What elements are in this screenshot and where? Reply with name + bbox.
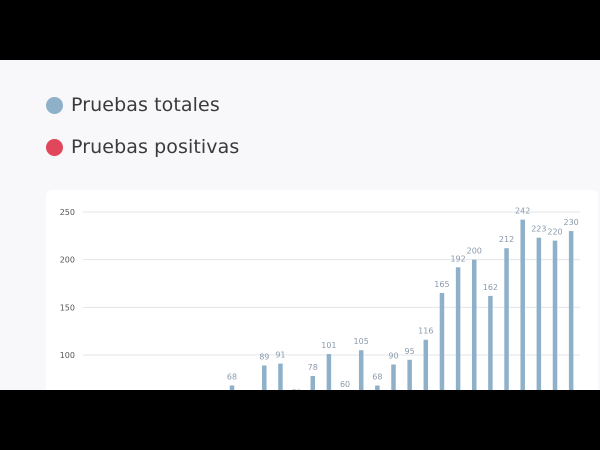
bar [358, 350, 364, 390]
bar-value-label: 220 [547, 228, 562, 237]
y-tick-label: 250 [60, 208, 75, 217]
bar-value-label: 68 [227, 373, 237, 382]
bar-value-label: 91 [275, 351, 285, 360]
legend-label-positive: Pruebas positivas [71, 136, 240, 158]
positive-dot-icon [46, 138, 63, 156]
bar [423, 339, 429, 390]
bar-value-label: 212 [499, 235, 514, 244]
bar [375, 385, 380, 390]
bar [552, 240, 558, 390]
bar-value-label: 105 [354, 337, 369, 346]
bar [536, 237, 542, 390]
bar [229, 385, 235, 390]
bar-value-label: 51 [292, 389, 302, 390]
bar-value-label: 68 [372, 373, 382, 382]
bar-value-label: 90 [388, 352, 398, 361]
bar-value-label: 101 [321, 341, 336, 350]
bar [568, 231, 574, 390]
legend-item-positive[interactable]: Pruebas positivas [46, 135, 239, 159]
total-dot-icon [46, 96, 63, 114]
bar-value-label: 192 [450, 254, 465, 263]
bar-value-label: 165 [434, 280, 449, 289]
bar [310, 375, 315, 390]
bar-value-label: 78 [308, 363, 318, 372]
bar-value-label: 116 [418, 327, 433, 336]
chart-card: 250 200 150 100 68 89 91 51 78 101 60 105 68 90 95 116 1… [46, 190, 598, 390]
legend-label-total: Pruebas totales [71, 94, 220, 116]
bar [262, 365, 267, 390]
bar [391, 364, 396, 390]
bar [278, 363, 283, 390]
bar-value-label: 200 [467, 247, 482, 256]
bar [439, 293, 445, 390]
bar-value-label: 162 [483, 283, 498, 292]
bar [504, 248, 509, 390]
legend-item-total[interactable]: Pruebas totales [46, 93, 220, 117]
bar-value-label: 230 [564, 218, 579, 227]
bar [488, 295, 493, 390]
bar-value-label: 242 [515, 207, 530, 216]
y-tick-label: 100 [60, 351, 75, 360]
bar [407, 359, 412, 390]
bar [520, 219, 525, 390]
bar-value-label: 95 [405, 347, 415, 356]
bar-value-label: 60 [340, 380, 350, 389]
bar-value-label: 223 [531, 225, 546, 234]
bar [472, 259, 477, 390]
y-tick-label: 200 [60, 256, 75, 265]
bar [326, 354, 332, 390]
page: Pruebas totales Pruebas positivas 250 200… [0, 60, 600, 390]
bar-value-label: 89 [259, 352, 269, 361]
bar [455, 267, 461, 390]
bar-chart: 250 200 150 100 68 89 91 51 78 101 60 105 68 90 95 116 1… [60, 207, 580, 390]
y-tick-label: 150 [60, 303, 75, 312]
